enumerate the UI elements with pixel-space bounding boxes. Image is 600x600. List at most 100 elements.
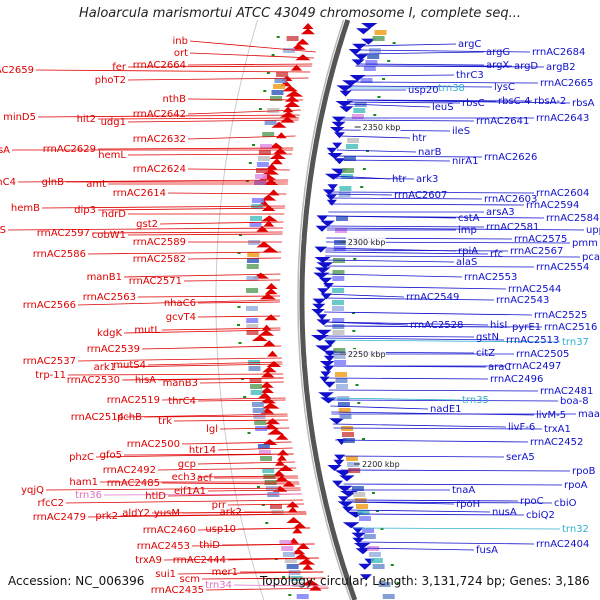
left-gene-label: rrnAC2563 <box>83 292 136 303</box>
cog-tile-forward <box>343 156 356 161</box>
right-leader-line <box>331 411 535 416</box>
right-leader-line <box>347 99 497 102</box>
left-gene-label: aldY2 <box>122 508 150 519</box>
left-gene-label: pchB <box>117 412 142 423</box>
cog-tile-reverse <box>257 156 270 161</box>
forward-strand-gene-mark <box>313 272 330 279</box>
left-gene-label: ech3 <box>172 472 196 483</box>
cog-tile-reverse <box>256 162 269 167</box>
forward-strand-gene-mark <box>336 85 354 92</box>
cog-tile-reverse <box>250 384 262 389</box>
reverse-strand-gene-mark <box>300 28 315 35</box>
right-leader-line <box>324 339 561 343</box>
right-gene-label: rrnAC2528 <box>410 320 463 331</box>
left-gene-label: rrnAC2485 <box>107 478 160 489</box>
forward-strand-gene-mark <box>332 142 343 149</box>
right-gene-label: rrnAC2641 <box>476 116 529 127</box>
cog-tile-forward <box>354 498 367 503</box>
cog-tile-forward <box>372 36 385 41</box>
cog-tile-reverse <box>251 198 264 203</box>
tick-mark <box>243 396 247 398</box>
reverse-strand-gene-mark <box>265 418 281 425</box>
cog-tile-forward <box>353 492 366 497</box>
cog-tile-forward <box>332 324 345 329</box>
left-leader-line <box>157 377 284 381</box>
left-gene-label: manB1 <box>87 272 122 283</box>
forward-strand-gene-mark <box>334 132 345 139</box>
tick-mark <box>352 312 355 314</box>
reverse-strand-gene-mark <box>280 116 295 123</box>
forward-strand-gene-mark <box>331 116 346 123</box>
left-leader-line <box>7 227 284 231</box>
backbone-layer <box>215 19 358 600</box>
reverse-strand-gene-mark <box>260 215 278 222</box>
left-gene-label: manB3 <box>163 378 198 389</box>
left-gene-label: rrnAC2460 <box>143 525 196 536</box>
forward-strand-gene-mark <box>339 90 352 97</box>
reverse-strand-gene-mark <box>275 132 287 139</box>
reverse-strand-gene-mark <box>267 350 278 357</box>
tick-mark <box>238 342 242 344</box>
left-gene-label: rrnAC2589 <box>133 237 186 248</box>
left-gene-label: dip3 <box>74 205 96 216</box>
right-gene-label: argC <box>458 39 481 50</box>
forward-strand-gene-mark <box>356 28 371 35</box>
tick-mark <box>376 510 379 512</box>
right-gene-label: rpoH <box>456 499 480 510</box>
reverse-strand-gene-mark <box>258 392 272 399</box>
forward-strand-gene-mark <box>319 361 335 367</box>
forward-strand-gene-mark <box>327 184 338 191</box>
right-leader-line <box>329 399 559 402</box>
cog-tile-forward <box>338 408 351 413</box>
right-gene-label: rrnAC2513 <box>506 335 559 346</box>
forward-strand-gene-mark <box>314 267 331 274</box>
right-leader-line <box>350 85 493 88</box>
left-leader-line <box>199 381 284 384</box>
reverse-strand-gene-mark <box>309 584 322 591</box>
right-leader-line <box>329 203 525 206</box>
tick-mark <box>263 90 267 92</box>
forward-strand-gene-mark <box>312 298 327 305</box>
left-leader-line <box>125 413 288 418</box>
left-gene-label: mutL <box>134 325 160 336</box>
reverse-strand-gene-mark <box>264 314 278 321</box>
right-leader-line <box>324 325 543 328</box>
reverse-strand-gene-mark <box>274 459 286 466</box>
kbp-scale-label: 2200 kbp <box>362 460 400 469</box>
reverse-strand-gene-mark <box>293 522 307 529</box>
right-leader-line <box>324 273 463 278</box>
cog-tile-forward <box>348 468 361 473</box>
forward-strand-gene-mark <box>323 355 336 362</box>
cog-tile-reverse <box>249 222 262 227</box>
right-gene-label: pyrE1 <box>512 322 541 333</box>
forward-strand-gene-mark <box>320 397 337 404</box>
right-leader-line <box>359 51 485 55</box>
left-gene-label: gst2 <box>136 219 158 230</box>
right-gene-label: boa-8 <box>560 396 589 407</box>
cog-tile-forward <box>336 384 348 389</box>
reverse-strand-gene-mark <box>260 387 274 393</box>
reverse-strand-gene-mark <box>286 517 301 523</box>
left-gene-label: rrnAC2539 <box>87 344 140 355</box>
tick-mark <box>382 78 386 80</box>
left-gene-label: trn36 <box>75 490 102 501</box>
cog-tile-reverse <box>260 144 272 149</box>
cog-tile-reverse <box>276 72 289 77</box>
forward-strand-gene-mark <box>325 194 337 201</box>
forward-strand-gene-mark <box>320 220 335 227</box>
forward-strand-gene-mark <box>326 199 337 206</box>
right-gene-label: rpoB <box>572 466 596 477</box>
reverse-strand-gene-mark <box>290 64 303 71</box>
cog-tile-forward <box>337 402 350 407</box>
cog-tile-forward <box>339 186 352 191</box>
right-leader-line <box>329 397 461 401</box>
cog-tile-forward <box>378 582 391 587</box>
cog-tile-forward <box>370 558 383 563</box>
left-gene-label: prr <box>212 500 227 511</box>
left-gene-label: gcp <box>178 459 196 470</box>
right-leader-line <box>336 149 417 153</box>
right-gene-label: fusA <box>476 545 498 556</box>
cog-tile-reverse <box>262 468 275 473</box>
